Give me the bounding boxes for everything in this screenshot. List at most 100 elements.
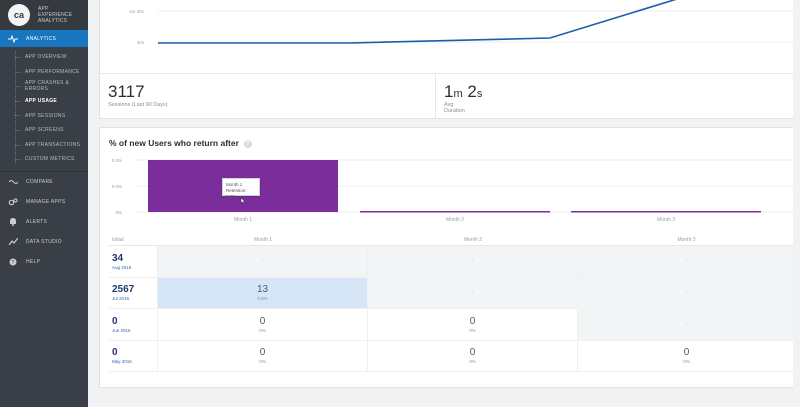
x-tick-label: Month 3: [657, 217, 675, 223]
empty-value: -: [471, 289, 474, 296]
retention-cell[interactable]: 0 0%: [578, 341, 795, 372]
sidebar-item-data-studio[interactable]: DATA STUDIO: [0, 232, 88, 252]
cohort-date: Jun 2016: [112, 327, 131, 333]
retention-title-text: % of new Users who return after: [109, 138, 239, 148]
sidebar-divider: [0, 170, 88, 172]
retention-cell[interactable]: -: [578, 309, 795, 340]
column-header-initial: Initial: [112, 237, 124, 243]
retention-card: % of new Users who return after? 0.5% 0.…: [99, 127, 800, 388]
table-row: 34 Aug 2016 - - -: [109, 246, 795, 278]
sidebar-item-label: ANALYTICS: [26, 35, 57, 42]
cohort-size: 0: [112, 315, 118, 327]
cohort-initial-cell: 2567 Jul 2016: [109, 277, 158, 308]
empty-value: -: [685, 258, 688, 265]
duration-major: 1: [444, 82, 454, 101]
duration-major-unit: m: [453, 88, 463, 100]
cohort-date: Aug 2016: [112, 264, 132, 270]
table-body: 34 Aug 2016- - -2567 Jul 2016 13 0.5% - -0 Jun 20…: [109, 246, 795, 372]
table-header-row: Initial Month 1 Month 2 Month 3: [109, 235, 795, 246]
retention-cell[interactable]: 0 0%: [158, 309, 368, 340]
info-icon[interactable]: ?: [243, 140, 252, 148]
sessions-card: 1m 40s 40s 3117 Sessions (Last 90 Days) …: [99, 0, 800, 119]
chart-tooltip: Month 1 Retention: 0.5%: [222, 178, 260, 199]
returning-users: 13: [256, 284, 269, 296]
brand-title: APP EXPERIENCE ANALYTICS: [38, 6, 72, 24]
subitem-label: APP SESSIONS: [25, 112, 66, 119]
subitem-label: APP PERFORMANCE: [25, 68, 80, 75]
sidebar-subitem-app-sessions[interactable]: APP SESSIONS: [0, 108, 88, 123]
avg-duration-label: Avg Duration: [444, 102, 465, 114]
avg-duration-value: 1m 2s: [444, 82, 482, 102]
retention-cell[interactable]: -: [578, 277, 795, 308]
retention-cell[interactable]: 0 0%: [368, 309, 578, 340]
retention-cell[interactable]: -: [368, 246, 578, 277]
ca-logo: ca: [8, 4, 30, 26]
sidebar-subitem-app-performance[interactable]: APP PERFORMANCE: [0, 65, 88, 80]
sidebar-item-label: COMPARE: [26, 178, 54, 185]
subitem-label: CUSTOM METRICS: [25, 156, 75, 163]
retention-percent: 0.5%: [257, 296, 268, 302]
sidebar-item-manage-apps[interactable]: MANAGE APPS: [0, 192, 88, 212]
sidebar-item-label: DATA STUDIO: [26, 238, 62, 245]
cohort-size: 2567: [112, 284, 135, 296]
retention-cell[interactable]: -: [578, 246, 795, 277]
retention-cell[interactable]: 0 0%: [158, 340, 368, 371]
svg-text:?: ?: [11, 260, 14, 266]
retention-cell[interactable]: 13 0.5%: [158, 277, 368, 308]
returning-users: 0: [259, 315, 266, 327]
y-tick-label: 1m 40s: [129, 9, 145, 14]
data-studio-icon: [8, 237, 18, 247]
sidebar-item-compare[interactable]: COMPARE: [0, 172, 88, 192]
sidebar-item-label: ALERTS: [26, 218, 48, 225]
column-header-month-3: Month 3: [677, 237, 696, 243]
brand-header[interactable]: ca APP EXPERIENCE ANALYTICS: [0, 0, 88, 30]
cohort-date: May 2016: [112, 359, 132, 365]
sidebar-item-help[interactable]: ? HELP: [0, 252, 88, 272]
sidebar-subitem-app-usage[interactable]: APP USAGE: [0, 94, 88, 109]
analytics-pulse-icon: [8, 34, 18, 44]
returning-users: 0: [259, 347, 266, 359]
x-tick-label: Month 1: [234, 217, 252, 223]
sessions-line-chart: 1m 40s 40s: [129, 0, 800, 45]
help-icon: ?: [8, 257, 18, 267]
duration-minor-unit: s: [476, 88, 483, 100]
sidebar-item-analytics[interactable]: ANALYTICS: [0, 30, 88, 47]
y-tick-label: 0%: [115, 210, 122, 215]
sidebar-subitem-app-screens[interactable]: APP SCREENS: [0, 123, 88, 138]
column-header-month-1: Month 1: [253, 237, 273, 243]
sidebar-item-label: MANAGE APPS: [26, 198, 66, 205]
empty-value: -: [685, 289, 688, 296]
empty-value: -: [471, 258, 474, 265]
retention-percent: 0%: [683, 359, 690, 365]
main-content: 1m 40s 40s 3117 Sessions (Last 90 Days) …: [88, 0, 800, 407]
bar-month-2[interactable]: [360, 211, 550, 213]
retention-cell[interactable]: 0 0%: [368, 340, 578, 371]
brand-title-line: APP: [38, 6, 49, 12]
empty-value: -: [261, 258, 264, 265]
empty-value: -: [685, 321, 688, 328]
sessions-series-line: [158, 0, 677, 44]
tooltip-title: Month 1: [226, 182, 243, 187]
bar-month-3[interactable]: [571, 211, 761, 213]
sidebar-subitem-app-overview[interactable]: APP OVERVIEW: [0, 50, 88, 65]
retention-cell[interactable]: -: [368, 277, 578, 308]
retention-title: % of new Users who return after?: [109, 138, 252, 148]
compare-icon: [8, 177, 18, 187]
column-header-month-2: Month 2: [463, 237, 483, 243]
subitem-label: APP TRANSACTIONS: [25, 141, 81, 148]
cohort-initial-cell: 34 Aug 2016: [109, 246, 158, 277]
sidebar-subitem-app-crashes[interactable]: APP CRASHES & ERRORS: [0, 79, 88, 94]
tooltip-value: Retention: 0.5%: [226, 188, 247, 199]
stats-row: 3117 Sessions (Last 90 Days) 1m 2s Avg D…: [100, 73, 800, 119]
sidebar-subitem-app-transactions[interactable]: APP TRANSACTIONS: [0, 138, 88, 153]
sidebar-subitem-custom-metrics[interactable]: CUSTOM METRICS: [0, 152, 88, 167]
sidebar-item-alerts[interactable]: ALERTS: [0, 212, 88, 232]
duration-minor: 2: [467, 82, 477, 101]
y-tick-label: 0.5%: [112, 158, 122, 163]
retention-table: Initial Month 1 Month 2 Month 3 34 Aug 20…: [109, 235, 795, 372]
page-scrollbar[interactable]: [793, 0, 800, 407]
cohort-initial-cell: 0 Jun 2016: [109, 309, 158, 340]
returning-users: 0: [469, 347, 476, 359]
subitem-label: APP USAGE: [25, 98, 58, 105]
retention-cell[interactable]: -: [158, 246, 368, 277]
